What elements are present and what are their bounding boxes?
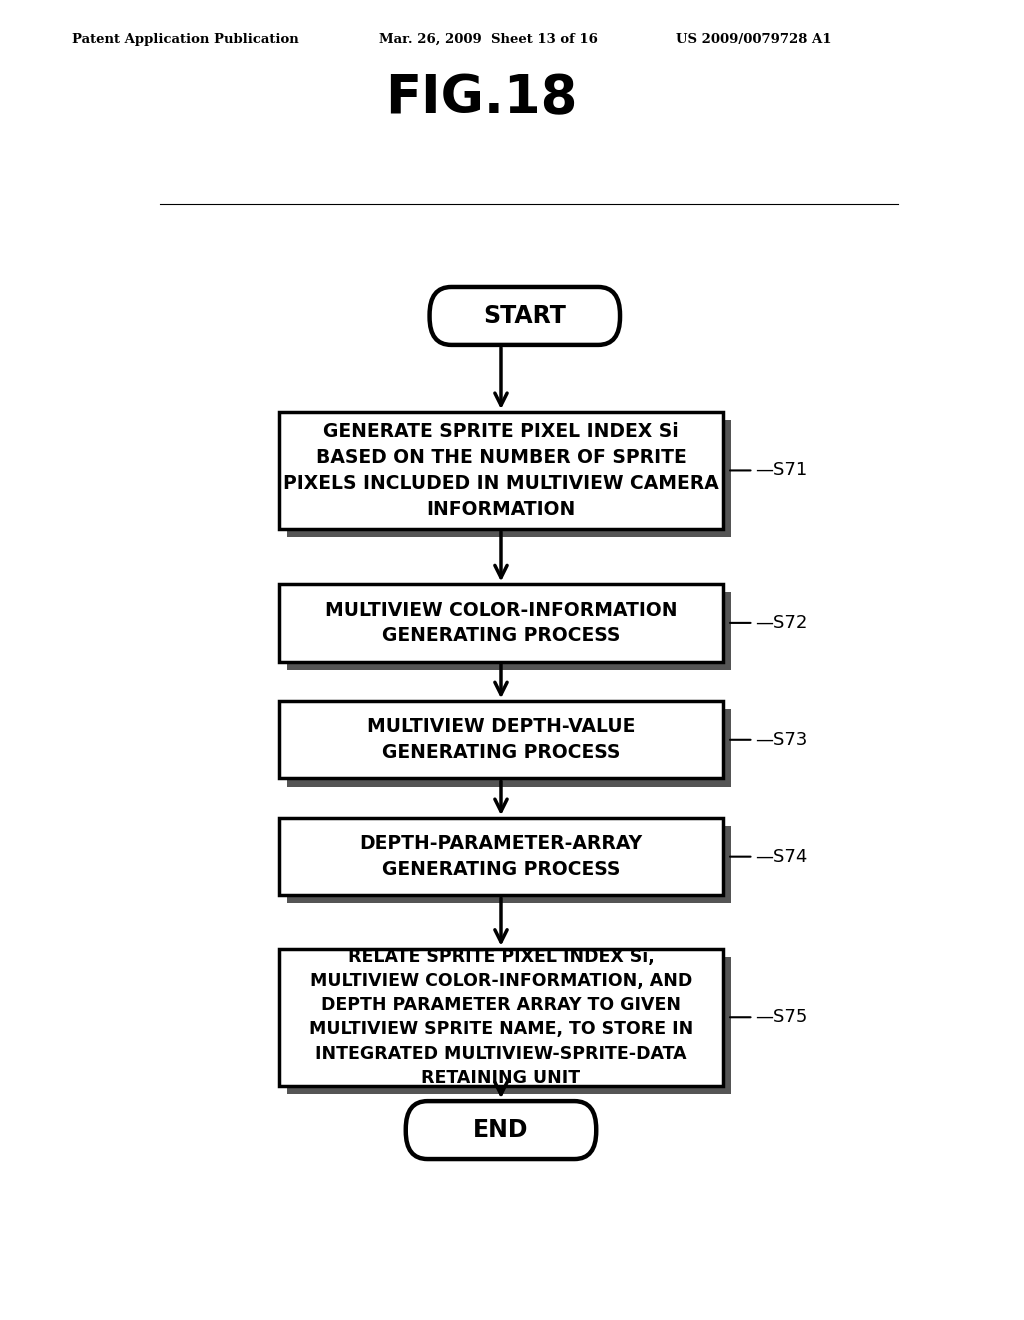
Bar xyxy=(279,949,723,1086)
Bar xyxy=(279,585,723,661)
Text: MULTIVIEW COLOR-INFORMATION
GENERATING PROCESS: MULTIVIEW COLOR-INFORMATION GENERATING P… xyxy=(325,601,677,645)
Text: RELATE SPRITE PIXEL INDEX Si,
MULTIVIEW COLOR-INFORMATION, AND
DEPTH PARAMETER A: RELATE SPRITE PIXEL INDEX Si, MULTIVIEW … xyxy=(309,948,693,1086)
Text: —S75: —S75 xyxy=(755,1008,807,1026)
Bar xyxy=(279,818,723,895)
FancyBboxPatch shape xyxy=(430,286,620,345)
Text: START: START xyxy=(483,304,566,327)
Bar xyxy=(287,709,731,787)
FancyBboxPatch shape xyxy=(406,1101,596,1159)
Text: FIG.18: FIG.18 xyxy=(385,73,578,124)
Text: US 2009/0079728 A1: US 2009/0079728 A1 xyxy=(676,33,831,46)
Text: GENERATE SPRITE PIXEL INDEX Si
BASED ON THE NUMBER OF SPRITE
PIXELS INCLUDED IN : GENERATE SPRITE PIXEL INDEX Si BASED ON … xyxy=(283,422,719,519)
Text: DEPTH-PARAMETER-ARRAY
GENERATING PROCESS: DEPTH-PARAMETER-ARRAY GENERATING PROCESS xyxy=(359,834,642,879)
Text: —S71: —S71 xyxy=(755,462,807,479)
Text: —S73: —S73 xyxy=(755,731,807,748)
Bar xyxy=(287,593,731,669)
Text: —S74: —S74 xyxy=(755,847,807,866)
Text: END: END xyxy=(473,1118,528,1142)
Text: MULTIVIEW DEPTH-VALUE
GENERATING PROCESS: MULTIVIEW DEPTH-VALUE GENERATING PROCESS xyxy=(367,717,635,762)
Text: —S72: —S72 xyxy=(755,614,807,632)
Bar xyxy=(287,826,731,903)
Bar xyxy=(279,412,723,529)
Bar xyxy=(287,420,731,537)
Text: Mar. 26, 2009  Sheet 13 of 16: Mar. 26, 2009 Sheet 13 of 16 xyxy=(379,33,598,46)
Bar xyxy=(279,701,723,779)
Text: Patent Application Publication: Patent Application Publication xyxy=(72,33,298,46)
Bar xyxy=(287,957,731,1094)
